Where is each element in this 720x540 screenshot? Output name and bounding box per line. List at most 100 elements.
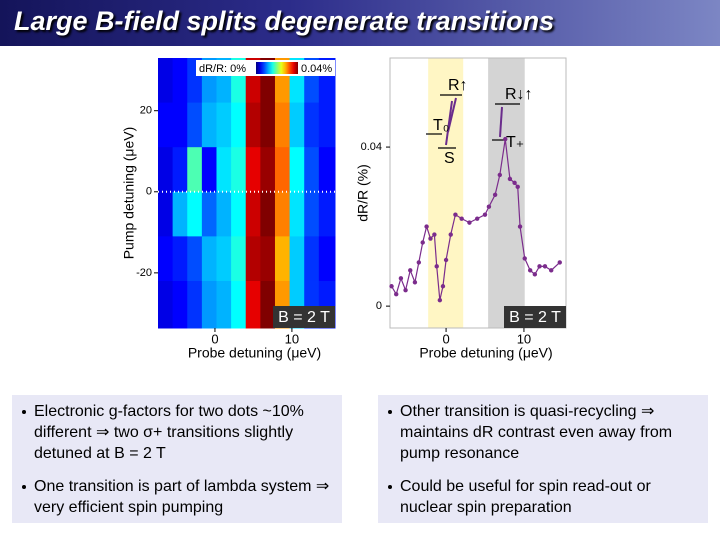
heat-cell: [245, 280, 261, 329]
data-point: [434, 264, 439, 269]
heat-cell: [289, 102, 305, 148]
y-tick-label: 0.04: [361, 141, 382, 153]
text-box: Other transition is quasi-recycling ⇒ ma…: [378, 395, 708, 523]
heat-cell: [289, 147, 305, 193]
heat-cell: [304, 191, 320, 237]
bullet-dot: [22, 410, 26, 414]
data-point: [408, 268, 413, 273]
heat-cell: [260, 236, 276, 282]
y-tick-label: 20: [140, 105, 152, 117]
heat-cell: [231, 102, 247, 148]
plot-frame: [389, 57, 567, 329]
data-point: [424, 224, 429, 229]
heat-cell: [274, 191, 291, 237]
annotation-box: [504, 306, 566, 328]
data-point: [403, 288, 408, 293]
bullet: One transition is part of lambda system …: [20, 476, 334, 518]
data-point: [459, 216, 464, 221]
heat-cell: [216, 102, 232, 148]
data-point: [412, 280, 418, 285]
data-point: [517, 224, 523, 229]
heat-cell: [216, 236, 232, 282]
y-tick-label: 0: [146, 186, 152, 198]
heat-cell: [318, 102, 336, 148]
heat-cell: [304, 236, 320, 282]
heat-cell: [289, 191, 305, 237]
data-point: [443, 257, 449, 263]
heat-cell: [231, 191, 247, 237]
heat-cell: [201, 102, 217, 148]
data-point: [527, 268, 533, 273]
data-point: [428, 236, 433, 241]
transition-arrow: [499, 106, 503, 138]
data-point: [448, 232, 453, 237]
heat-cell: [289, 236, 305, 282]
x-axis-label: Probe detuning (μeV): [419, 345, 552, 361]
heat-cell: [201, 236, 217, 282]
band: [428, 58, 464, 328]
heat-cell: [318, 147, 336, 193]
heat-cell: [187, 147, 203, 193]
heat-cell: [231, 280, 247, 329]
data-point: [420, 240, 425, 245]
heat-cell: [172, 58, 188, 104]
heat-cell: [158, 191, 174, 237]
x-axis-label: Probe detuning (μeV): [188, 345, 321, 361]
data-point: [557, 260, 562, 265]
heat-cell: [231, 236, 247, 282]
text-box: Electronic g-factors for two dots ~10% d…: [12, 395, 342, 523]
annotation-box: [273, 306, 335, 328]
heat-cell: [158, 102, 174, 148]
heat-cell: [158, 58, 174, 104]
heat-cell: [187, 280, 203, 329]
y-axis-label: dR/R (%): [355, 164, 371, 222]
data-point: [486, 204, 492, 209]
data-point: [437, 297, 443, 303]
data-point: [398, 276, 404, 281]
data-point: [542, 264, 548, 269]
slide-title: Large B-field splits degenerate transiti…: [14, 6, 555, 36]
data-point: [416, 260, 422, 265]
heat-cell: [172, 191, 188, 237]
heat-cell: [304, 102, 320, 148]
heat-cell: [304, 147, 320, 193]
bullet-text: Other transition is quasi-recycling ⇒ ma…: [400, 403, 673, 462]
data-point: [475, 216, 480, 221]
annotation: B = 2 T: [509, 309, 561, 326]
data-point: [515, 184, 520, 190]
data-point: [537, 264, 542, 269]
heat-cell: [318, 191, 336, 237]
colorbar: [256, 62, 298, 74]
heat-cell: [318, 236, 336, 282]
bullet-text: One transition is part of lambda system …: [34, 478, 330, 516]
data-point: [492, 192, 498, 197]
heat-cell: [274, 147, 291, 193]
heat-cell: [216, 147, 232, 193]
bullet-text: Electronic g-factors for two dots ~10% d…: [34, 403, 304, 462]
heat-cell: [231, 147, 247, 193]
heat-cell: [260, 102, 276, 148]
data-point: [497, 172, 503, 178]
heat-cell: [260, 147, 276, 193]
level-label: T₀: [433, 117, 449, 134]
heat-cell: [201, 191, 217, 237]
data-point: [467, 220, 472, 225]
title-bar: Large B-field splits degenerate transiti…: [0, 0, 720, 46]
heat-cell: [245, 191, 261, 237]
heat-cell: [172, 147, 188, 193]
data-point: [549, 268, 554, 273]
y-axis-label: Pump detuning (μeV): [121, 127, 137, 260]
heat-cell: [187, 236, 203, 282]
heat-cell: [187, 191, 203, 237]
colorbar-label: 0.04%: [301, 63, 332, 75]
level-label: S: [444, 150, 455, 167]
heat-cell: [158, 147, 174, 193]
heat-cell: [201, 147, 217, 193]
heat-cell: [158, 236, 174, 282]
data-point: [482, 212, 488, 217]
heat-cell: [187, 102, 203, 148]
data-point: [432, 232, 437, 237]
data-point: [507, 176, 513, 182]
